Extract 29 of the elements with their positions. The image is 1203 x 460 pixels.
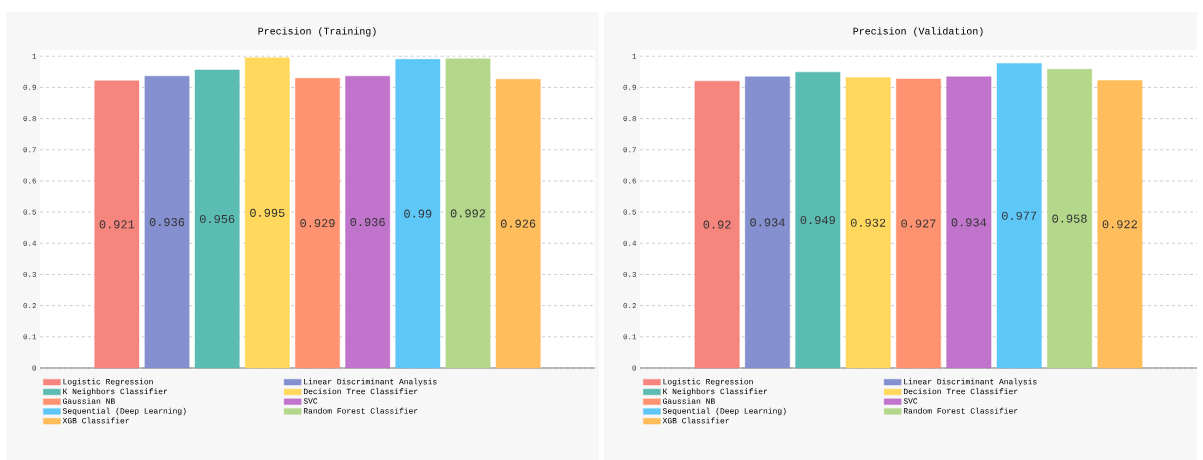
data-label: 0.949 bbox=[800, 216, 835, 225]
data-label: 0.992 bbox=[450, 209, 486, 218]
data-label: 0.92 bbox=[703, 220, 731, 229]
bar bbox=[395, 59, 441, 369]
chart-title: Precision (Validation) bbox=[853, 27, 983, 37]
chart-title: Precision (Training) bbox=[258, 27, 376, 37]
data-label: 0.926 bbox=[500, 219, 536, 228]
bar bbox=[295, 78, 340, 369]
data-label: 0.977 bbox=[1001, 211, 1037, 220]
data-label: 0.932 bbox=[850, 218, 886, 227]
data-label: 0.936 bbox=[350, 218, 385, 227]
data-label: 0.995 bbox=[250, 208, 285, 217]
bar bbox=[144, 75, 190, 369]
bar bbox=[194, 69, 240, 369]
bar bbox=[345, 75, 391, 369]
data-label: 0.934 bbox=[951, 218, 987, 227]
data-label: 0.934 bbox=[750, 218, 785, 227]
data-label: 0.927 bbox=[901, 219, 936, 228]
data-label: 0.929 bbox=[300, 219, 335, 228]
data-label: 0.99 bbox=[404, 209, 432, 218]
bar bbox=[445, 58, 491, 369]
bar bbox=[245, 57, 290, 369]
data-label: 0.921 bbox=[99, 220, 135, 229]
bar bbox=[94, 80, 140, 369]
data-label: 0.958 bbox=[1052, 214, 1087, 223]
data-label: 0.936 bbox=[149, 218, 185, 227]
bar bbox=[495, 79, 541, 369]
data-label: 0.956 bbox=[199, 214, 235, 224]
data-label: 0.922 bbox=[1102, 220, 1137, 229]
